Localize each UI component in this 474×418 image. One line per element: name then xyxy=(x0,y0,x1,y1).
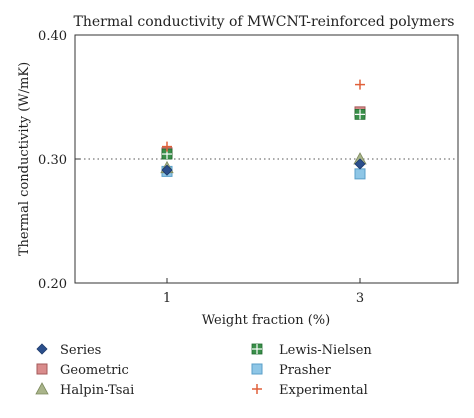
point-series-1 xyxy=(354,158,366,170)
point-prasher-1 xyxy=(354,168,366,180)
chart-title: Thermal conductivity of MWCNT-reinforced… xyxy=(73,14,454,30)
legend-label-lewis-nielsen: Lewis-Nielsen xyxy=(279,343,372,358)
y-tick-label: 0.30 xyxy=(38,153,67,168)
point-lewis-nielsen-1 xyxy=(354,108,366,120)
grid xyxy=(75,34,458,160)
y-axis: 0.20 0.30 0.40 xyxy=(38,29,80,292)
point-experimental-0 xyxy=(162,141,172,152)
legend-label-series: Series xyxy=(60,343,101,358)
y-axis-label: Thermal conductivity (W/mK) xyxy=(17,62,32,256)
data-points xyxy=(160,79,367,180)
legend-label-halpin-tsai: Halpin-Tsai xyxy=(60,383,134,398)
legend-label-experimental: Experimental xyxy=(279,383,368,398)
x-tick-label: 3 xyxy=(356,291,364,306)
legend-marker-series xyxy=(36,343,48,355)
legend-marker-prasher xyxy=(251,363,263,375)
legend-label-prasher: Prasher xyxy=(279,363,331,378)
legend-marker-lewis-nielsen xyxy=(251,343,263,355)
point-series-0 xyxy=(161,164,173,176)
legend-marker-halpin-tsai xyxy=(35,382,49,395)
y-tick-label: 0.20 xyxy=(38,277,67,292)
y-tick-label: 0.40 xyxy=(38,29,67,44)
legend-label-geometric: Geometric xyxy=(60,363,129,378)
legend: Series Geometric Halpin-Tsai Lewis-Nielsen P… xyxy=(35,343,372,398)
x-axis-label: Weight fraction (%) xyxy=(202,313,330,328)
legend-marker-geometric xyxy=(36,363,48,375)
plot-area xyxy=(74,34,459,284)
legend-marker-experimental xyxy=(252,384,262,394)
point-experimental-1 xyxy=(355,79,365,90)
x-tick-label: 1 xyxy=(163,291,171,306)
